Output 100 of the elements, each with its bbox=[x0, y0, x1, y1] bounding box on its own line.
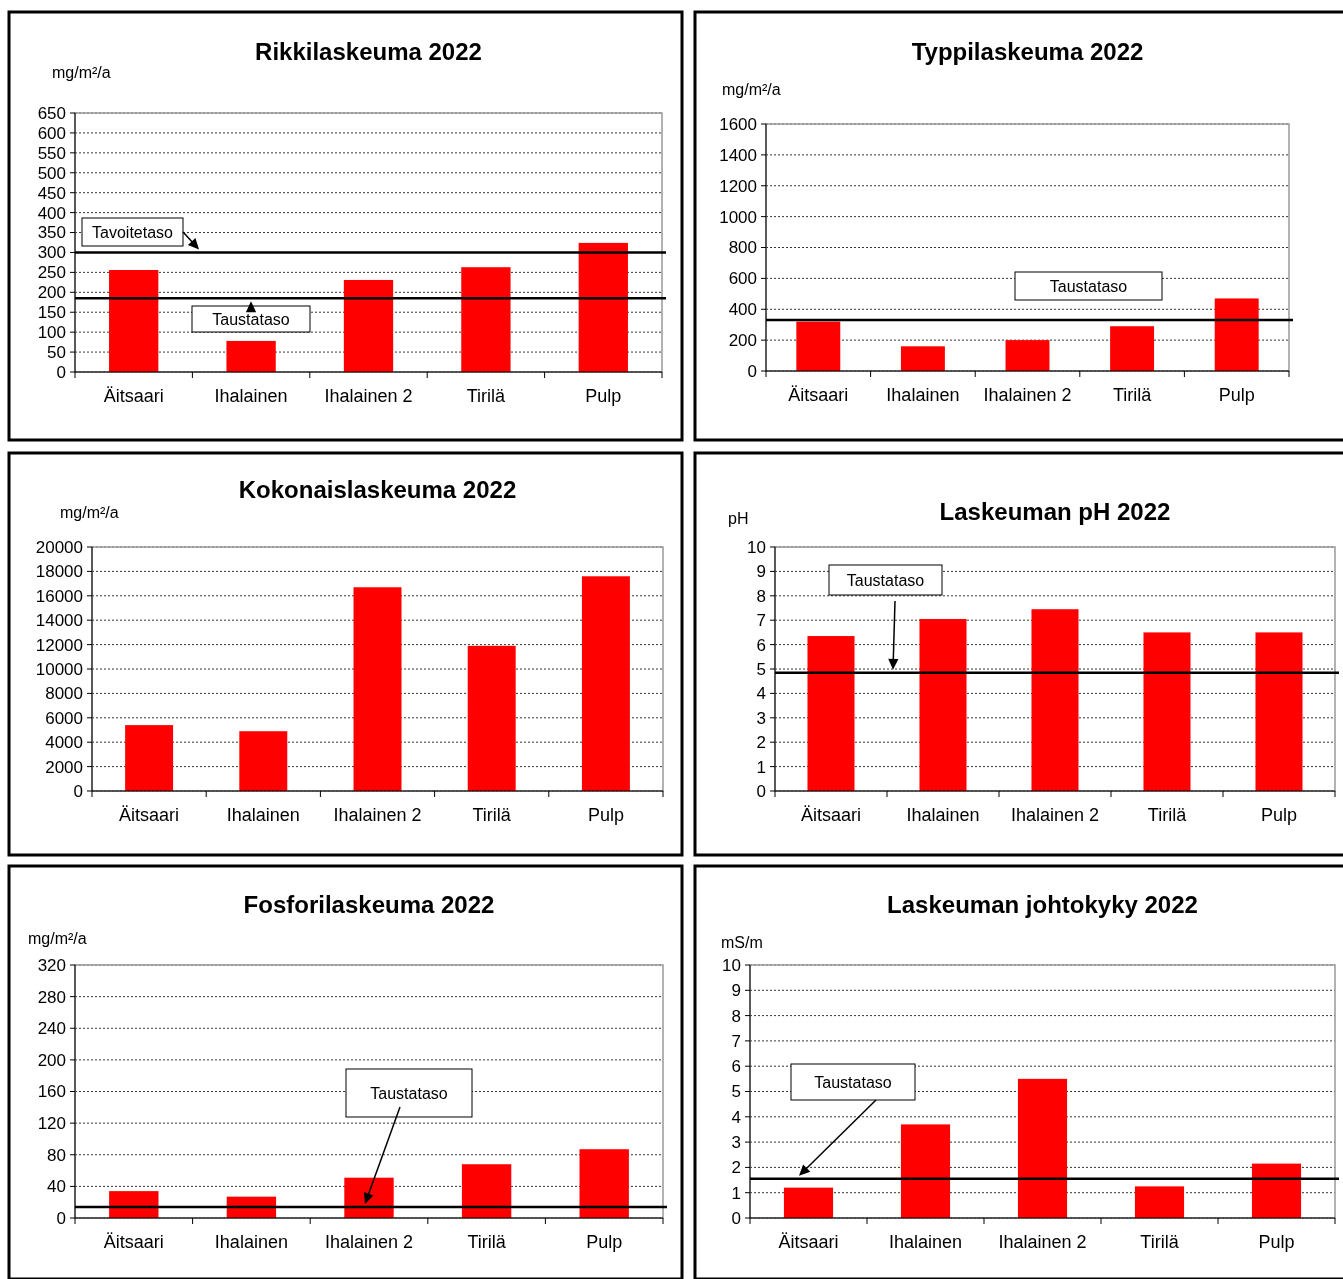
y-tick-label: 160 bbox=[37, 1082, 66, 1102]
bar bbox=[900, 1124, 951, 1218]
y-tick-label: 9 bbox=[731, 981, 741, 1001]
y-axis-title: mg/m²/a bbox=[52, 64, 111, 81]
x-tick-label: Tirilä bbox=[1140, 1232, 1180, 1252]
chart-title: Laskeuman pH 2022 bbox=[939, 498, 1171, 525]
bar bbox=[1143, 632, 1191, 791]
y-tick-label: 400 bbox=[728, 300, 757, 320]
x-tick-label: Ihalainen 2 bbox=[983, 385, 1072, 405]
y-tick-label: 1 bbox=[731, 1183, 741, 1203]
y-tick-label: 0 bbox=[747, 361, 757, 381]
y-tick-label: 200 bbox=[37, 283, 66, 303]
bar bbox=[461, 267, 511, 372]
ref-line-label: Taustataso bbox=[846, 571, 925, 589]
y-tick-label: 8000 bbox=[45, 684, 83, 704]
bar bbox=[581, 576, 630, 791]
y-tick-label: 800 bbox=[728, 238, 757, 258]
y-tick-label: 20000 bbox=[35, 537, 83, 557]
y-tick-label: 16000 bbox=[35, 586, 83, 606]
x-tick-label: Pulp bbox=[585, 386, 622, 406]
x-tick-label: Äitsaari bbox=[788, 385, 849, 405]
y-tick-label: 4 bbox=[731, 1107, 741, 1127]
y-tick-label: 250 bbox=[37, 263, 66, 283]
y-tick-label: 14000 bbox=[35, 611, 83, 631]
x-tick-label: Ihalainen 2 bbox=[998, 1232, 1087, 1252]
y-tick-label: 6000 bbox=[45, 708, 83, 728]
y-tick-label: 10 bbox=[722, 955, 741, 975]
y-tick-label: 10 bbox=[747, 537, 766, 557]
y-tick-label: 0 bbox=[756, 781, 766, 801]
y-tick-label: 4000 bbox=[45, 733, 83, 753]
x-tick-label: Tirilä bbox=[1112, 385, 1153, 405]
y-tick-label: 80 bbox=[47, 1145, 66, 1165]
bar bbox=[578, 242, 628, 372]
y-tick-label: 0 bbox=[73, 781, 83, 801]
x-tick-label: Tirilä bbox=[467, 1232, 507, 1252]
y-tick-label: 7 bbox=[731, 1031, 741, 1051]
x-tick-label: Ihalainen bbox=[906, 805, 980, 825]
bar bbox=[353, 587, 402, 791]
y-tick-label: 350 bbox=[37, 223, 66, 243]
bar bbox=[1214, 298, 1259, 371]
bar bbox=[467, 645, 516, 791]
x-tick-label: Ihalainen bbox=[214, 1232, 288, 1252]
y-tick-label: 9 bbox=[756, 562, 766, 582]
y-tick-label: 4 bbox=[756, 684, 766, 704]
x-tick-label: Ihalainen bbox=[226, 805, 300, 825]
y-tick-label: 400 bbox=[37, 203, 66, 223]
chart-title: Laskeuman johtokyky 2022 bbox=[887, 891, 1198, 918]
ref-line-label: Taustataso bbox=[814, 1073, 892, 1091]
x-tick-label: Pulp bbox=[1258, 1232, 1295, 1252]
x-tick-label: Äitsaari bbox=[103, 386, 164, 406]
bar bbox=[783, 1187, 834, 1218]
bar bbox=[343, 279, 394, 372]
x-tick-label: Ihalainen 2 bbox=[324, 1232, 414, 1252]
chart-title: Fosforilaskeuma 2022 bbox=[243, 891, 495, 918]
x-tick-label: Ihalainen bbox=[886, 385, 960, 405]
y-tick-label: 5 bbox=[756, 659, 766, 679]
x-tick-label: Ihalainen 2 bbox=[324, 386, 413, 406]
bar bbox=[1134, 1186, 1185, 1219]
bar bbox=[125, 725, 174, 791]
ref-line-label: Taustataso bbox=[370, 1084, 448, 1102]
y-tick-label: 600 bbox=[37, 123, 66, 143]
x-tick-label: Ihalainen 2 bbox=[1010, 805, 1100, 825]
y-tick-label: 10000 bbox=[35, 659, 83, 679]
x-tick-label: Ihalainen bbox=[214, 386, 288, 406]
x-tick-label: Ihalainen bbox=[888, 1232, 963, 1252]
bar bbox=[1017, 1078, 1068, 1218]
x-tick-label: Pulp bbox=[1218, 385, 1255, 405]
legend-label: Tavoitetaso bbox=[92, 223, 174, 241]
x-tick-label: Äitsaari bbox=[800, 805, 862, 825]
y-axis-title: pH bbox=[728, 510, 749, 527]
y-tick-label: 6 bbox=[731, 1057, 741, 1077]
bar bbox=[109, 269, 159, 372]
x-tick-label: Äitsaari bbox=[778, 1232, 839, 1252]
y-tick-label: 150 bbox=[37, 303, 66, 323]
y-tick-label: 1 bbox=[756, 757, 766, 777]
x-tick-label: Pulp bbox=[1260, 805, 1298, 825]
bar bbox=[461, 1164, 512, 1218]
bar bbox=[900, 346, 945, 371]
y-axis-title: mg/m²/a bbox=[60, 504, 119, 521]
y-tick-label: 8 bbox=[756, 586, 766, 606]
y-tick-label: 450 bbox=[37, 183, 66, 203]
y-tick-label: 280 bbox=[37, 987, 66, 1007]
chart-title: Rikkilaskeuma 2022 bbox=[255, 38, 482, 65]
y-tick-label: 3 bbox=[756, 708, 766, 728]
y-tick-label: 300 bbox=[37, 243, 66, 263]
x-tick-label: Pulp bbox=[586, 1232, 623, 1252]
y-axis-title: mS/m bbox=[721, 934, 763, 951]
y-tick-label: 50 bbox=[47, 343, 66, 363]
x-tick-label: Tirilä bbox=[466, 386, 507, 406]
y-tick-label: 3 bbox=[731, 1133, 741, 1153]
ref-line-label: Taustataso bbox=[212, 310, 290, 328]
y-tick-label: 100 bbox=[37, 323, 66, 343]
y-tick-label: 500 bbox=[37, 163, 66, 183]
y-tick-label: 2 bbox=[756, 733, 766, 753]
x-tick-label: Pulp bbox=[587, 805, 624, 825]
y-tick-label: 18000 bbox=[35, 562, 83, 582]
y-tick-label: 120 bbox=[37, 1114, 66, 1134]
bar bbox=[919, 618, 967, 791]
bar bbox=[807, 636, 855, 791]
y-tick-label: 7 bbox=[756, 611, 766, 631]
